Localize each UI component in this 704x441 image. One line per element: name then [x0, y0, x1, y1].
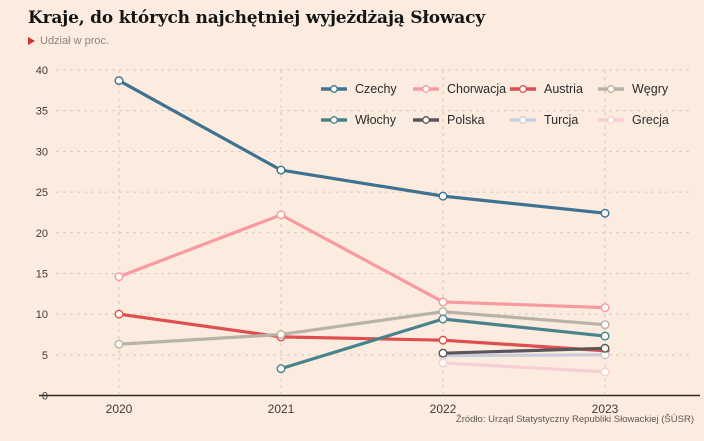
- data-point-austria-2022: [438, 335, 448, 345]
- data-point-wegry-2023: [600, 320, 610, 330]
- y-axis-tick-label: 30: [36, 146, 48, 158]
- legend-swatch-icon: [413, 116, 439, 124]
- chart-subtitle-label: Udział w proc.: [40, 35, 110, 47]
- series-line-austria: [117, 312, 607, 353]
- legend-label: Włochy: [355, 113, 396, 127]
- data-point-czechy-2022: [438, 191, 448, 201]
- source-text: Źródło: Urząd Statystyczny Republiki Sło…: [455, 414, 694, 425]
- legend-item-wegry: Węgry: [598, 82, 696, 96]
- data-point-austria-2020: [114, 309, 124, 319]
- series-line-polska: [441, 346, 607, 355]
- series-line-czechy: [117, 78, 607, 215]
- data-point-chorwacja-2022: [438, 297, 448, 307]
- data-point-wegry-2022: [438, 307, 448, 317]
- y-axis-tick-label: 5: [42, 350, 48, 362]
- legend-swatch-icon: [598, 116, 624, 124]
- legend-label: Węgry: [632, 82, 669, 96]
- series-line-wegry: [117, 310, 607, 346]
- y-axis-tick-label: 40: [36, 65, 48, 77]
- chart-legend: Czechy Chorwacja Austria Węgry Włochy Polska T…: [321, 82, 696, 127]
- legend-item-austria: Austria: [510, 82, 598, 96]
- data-point-chorwacja-2021: [276, 210, 286, 220]
- data-point-chorwacja-2020: [114, 272, 124, 282]
- legend-swatch-icon: [510, 116, 536, 124]
- legend-label: Czechy: [355, 82, 397, 96]
- y-axis-tick-label: 35: [36, 106, 48, 118]
- legend-item-turcja: Turcja: [510, 113, 598, 127]
- data-point-wegry-2020: [114, 339, 124, 349]
- x-axis-label: 2020: [106, 402, 133, 416]
- y-axis-tick-label: 10: [36, 309, 48, 321]
- x-axis-label: 2023: [592, 402, 619, 416]
- legend-swatch-icon: [321, 85, 347, 93]
- legend-label: Chorwacja: [447, 82, 507, 96]
- y-axis-tick-label: 20: [36, 228, 48, 240]
- x-axis-label: 2021: [268, 402, 295, 416]
- data-point-polska-2023: [600, 343, 610, 353]
- data-point-czechy-2021: [276, 165, 286, 175]
- series-line-grecja: [441, 361, 607, 374]
- legend-swatch-icon: [321, 116, 347, 124]
- y-axis-tick-label: 15: [36, 268, 48, 280]
- legend-label: Polska: [447, 113, 485, 127]
- legend-swatch-icon: [413, 85, 439, 93]
- page-title: Kraje, do których najchętniej wyjeżdżają…: [28, 8, 485, 28]
- data-point-wlochy-2023: [600, 331, 610, 341]
- data-point-grecja-2022: [438, 358, 448, 368]
- legend-label: Austria: [544, 82, 583, 96]
- data-point-grecja-2023: [600, 367, 610, 377]
- legend-label: Grecja: [632, 113, 669, 127]
- series-line-turcja: [441, 353, 607, 358]
- chart-subtitle: Udział w proc.: [28, 35, 109, 47]
- data-point-czechy-2023: [600, 208, 610, 218]
- legend-item-polska: Polska: [413, 113, 510, 127]
- y-axis-tick-label: 0: [42, 391, 48, 403]
- legend-item-wlochy: Włochy: [321, 113, 413, 127]
- arrow-icon: [28, 37, 35, 45]
- data-point-chorwacja-2023: [600, 303, 610, 313]
- data-point-wlochy-2021: [276, 364, 286, 374]
- legend-item-czechy: Czechy: [321, 82, 413, 96]
- data-point-czechy-2020: [114, 76, 124, 86]
- data-point-wegry-2021: [276, 329, 286, 339]
- legend-swatch-icon: [598, 85, 624, 93]
- x-axis-label: 2022: [430, 402, 457, 416]
- y-axis-tick-label: 25: [36, 187, 48, 199]
- legend-item-grecja: Grecja: [598, 113, 696, 127]
- data-point-wlochy-2022: [438, 314, 448, 324]
- data-point-polska-2022: [438, 348, 448, 358]
- legend-label: Turcja: [544, 113, 579, 127]
- legend-swatch-icon: [510, 85, 536, 93]
- legend-item-chorwacja: Chorwacja: [413, 82, 510, 96]
- series-line-chorwacja: [117, 213, 607, 310]
